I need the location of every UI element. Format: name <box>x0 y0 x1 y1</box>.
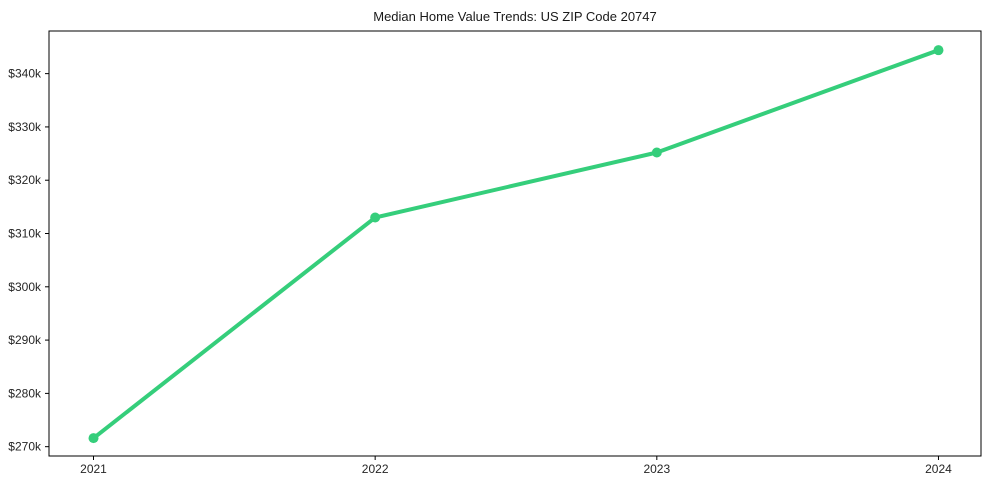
data-point-marker <box>370 212 381 223</box>
data-point-marker <box>88 433 99 444</box>
data-point-marker <box>933 45 944 56</box>
trend-line <box>91 48 941 441</box>
plot-area: $270k $280k $290k $300k $310k $320k $330k $340k… <box>8 30 982 476</box>
x-tick-label: 2023 <box>643 462 670 476</box>
x-tick-label: 2022 <box>362 462 389 476</box>
x-tick-label: 2024 <box>925 462 952 476</box>
y-tick-label: $270k <box>8 440 42 454</box>
y-tick-label: $330k <box>8 120 42 134</box>
data-point-marker <box>651 147 662 158</box>
y-tick-label: $280k <box>8 386 42 400</box>
plot-border <box>48 30 982 457</box>
chart-title: Median Home Value Trends: US ZIP Code 20… <box>373 9 657 24</box>
y-tick-label: $320k <box>8 173 42 187</box>
y-tick-label: $340k <box>8 67 42 81</box>
y-tick-label: $290k <box>8 333 42 347</box>
x-tick-label: 2021 <box>80 462 107 476</box>
y-tick-label: $310k <box>8 227 42 241</box>
y-tick-label: $300k <box>8 280 42 294</box>
